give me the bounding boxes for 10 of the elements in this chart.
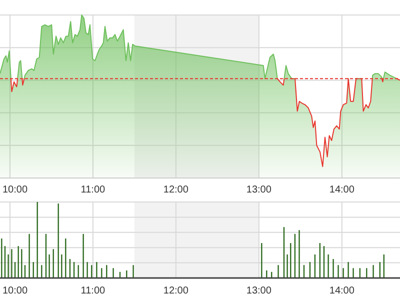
x-tick-label: 13:00 [246, 184, 272, 196]
x-tick-label: 14:00 [329, 184, 355, 196]
x-tick-label: 10:00 [2, 286, 28, 297]
x-tick-label: 12:00 [163, 184, 189, 196]
x-tick-label: 10:00 [2, 184, 28, 196]
x-tick-label: 12:00 [163, 286, 189, 297]
x-tick-label: 13:00 [246, 286, 272, 297]
x-tick-label: 14:00 [329, 286, 355, 297]
x-tick-label: 11:00 [80, 184, 106, 196]
x-tick-label: 11:00 [80, 286, 106, 297]
